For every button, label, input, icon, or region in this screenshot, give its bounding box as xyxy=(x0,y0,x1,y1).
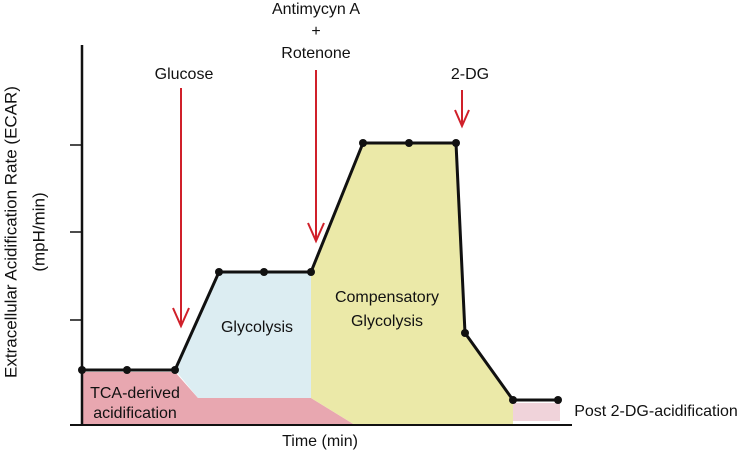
region-label: Glycolysis xyxy=(351,313,423,330)
region-label: Post 2-DG-acidification xyxy=(574,403,738,420)
injection-label: Glucose xyxy=(155,66,214,83)
injection-label: 2-DG xyxy=(451,66,489,83)
region-label: TCA-derived xyxy=(90,385,180,402)
region-label: Compensatory xyxy=(335,289,439,306)
injection-label: Rotenone xyxy=(281,45,350,62)
point xyxy=(405,139,413,147)
x-axis-label: Time (min) xyxy=(282,433,358,450)
region-label: acidification xyxy=(93,405,177,422)
compensatory-region xyxy=(311,143,513,425)
point xyxy=(554,396,562,404)
ecar-trace xyxy=(82,141,558,402)
point xyxy=(78,366,86,374)
point xyxy=(307,268,315,276)
trace-points xyxy=(78,139,562,404)
arrow-head xyxy=(172,307,190,329)
arrow-head xyxy=(454,109,470,129)
point xyxy=(123,366,131,374)
tca-region xyxy=(82,372,355,425)
point xyxy=(171,366,179,374)
y-axis-unit: (mpH/min) xyxy=(29,192,48,271)
point xyxy=(461,329,469,337)
region-label: Glycolysis xyxy=(221,319,293,336)
injection-label: + xyxy=(311,23,320,40)
point xyxy=(452,139,460,147)
post-2dg-region xyxy=(513,403,560,421)
point xyxy=(509,396,517,404)
arrow-head xyxy=(307,222,325,244)
y-axis-label: Extracellular Acidification Rate (ECAR) xyxy=(1,86,20,378)
point xyxy=(359,139,367,147)
injection-label: Antimycyn A xyxy=(272,1,360,18)
point xyxy=(215,268,223,276)
glycolysis-region xyxy=(175,272,311,398)
point xyxy=(260,268,268,276)
